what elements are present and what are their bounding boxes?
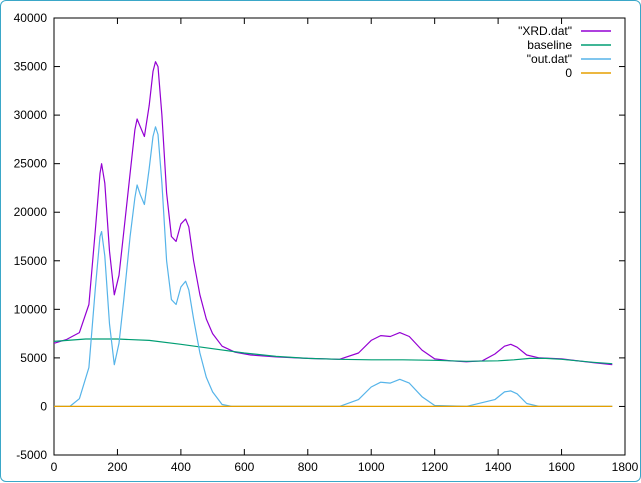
x-tick-label: 1200: [421, 460, 448, 474]
x-tick-label: 600: [234, 460, 254, 474]
x-tick-label: 1800: [612, 460, 639, 474]
y-tick-label: 40000: [14, 11, 48, 25]
y-tick-label: 10000: [14, 302, 48, 316]
y-tick-label: 35000: [14, 60, 48, 74]
x-tick-label: 1000: [358, 460, 385, 474]
x-tick-label: 800: [298, 460, 318, 474]
plot-border: [53, 17, 626, 456]
x-tick-label: 1400: [485, 460, 512, 474]
legend-label: baseline: [527, 38, 572, 52]
y-tick-label: -5000: [16, 448, 47, 462]
legend-label: 0: [565, 66, 572, 80]
x-tick-label: 400: [171, 460, 191, 474]
legend-label: "XRD.dat": [518, 24, 572, 38]
y-tick-label: 25000: [14, 157, 48, 171]
legend-label: "out.dat": [527, 52, 572, 66]
y-tick-label: 15000: [14, 254, 48, 268]
y-tick-label: 30000: [14, 108, 48, 122]
x-tick-label: 0: [51, 460, 58, 474]
x-tick-label: 1600: [548, 460, 575, 474]
y-tick-label: 5000: [20, 351, 47, 365]
y-tick-label: 0: [40, 399, 47, 413]
series-line-2: [53, 338, 613, 365]
y-tick-label: 20000: [14, 205, 48, 219]
series-line-3: [54, 126, 613, 407]
series-line-1: [53, 61, 613, 366]
x-tick-label: 200: [107, 460, 127, 474]
